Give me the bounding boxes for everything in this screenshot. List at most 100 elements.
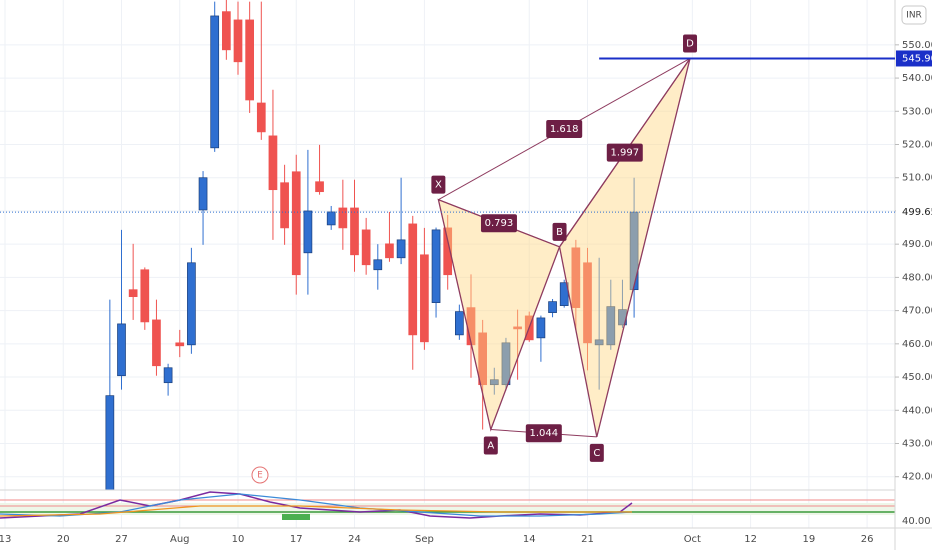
- candle-body: [105, 395, 115, 490]
- ratio-box: [480, 214, 517, 233]
- candle-body: [548, 301, 557, 313]
- candle-body: [187, 262, 196, 346]
- candle-body: [513, 326, 522, 330]
- point-box: [483, 436, 498, 455]
- target-box: [896, 50, 932, 67]
- candle-body: [606, 306, 616, 346]
- candle-body: [350, 207, 359, 256]
- candle-body: [536, 317, 546, 339]
- harmonic-pattern: 0.793 1.044 1.618 1.997 X A B C D: [431, 34, 698, 462]
- x-tick-label: 27: [115, 534, 128, 545]
- y-tick-label: 460.00: [902, 339, 932, 350]
- indicator-pane: 40.00: [0, 489, 932, 529]
- y-tick-label: 520.00: [902, 140, 932, 151]
- ratio-box: [525, 424, 562, 443]
- candle-body: [455, 311, 464, 336]
- x-tick-label: 14: [523, 534, 536, 545]
- indicator-level-label: 40.00: [902, 516, 931, 527]
- point-label: A: [487, 441, 494, 452]
- pattern-triangle: [558, 58, 691, 438]
- currency-box: [901, 5, 927, 25]
- candle-body: [256, 102, 266, 133]
- x-tick-label: 21: [581, 534, 594, 545]
- candle-body: [408, 223, 418, 336]
- candle-body: [361, 229, 371, 266]
- ratio-label: 0.793: [485, 218, 514, 229]
- candle-body: [396, 239, 406, 259]
- candle-body: [280, 182, 289, 229]
- candle-body: [163, 367, 173, 384]
- x-tick-label: 26: [861, 534, 874, 545]
- point-label: C: [593, 448, 600, 459]
- ratio-label: 1.044: [529, 428, 558, 439]
- y-tick-label: 470.00: [902, 306, 932, 317]
- y-tick-label: 540.00: [902, 73, 932, 84]
- candle-body: [338, 207, 348, 229]
- candle-body: [385, 243, 394, 259]
- candle-body: [268, 135, 278, 191]
- x-tick-label: 12: [744, 534, 757, 545]
- candle-body: [583, 262, 592, 344]
- ratio-label: 1.618: [550, 124, 579, 135]
- y-tick-label: 430.00: [902, 438, 932, 449]
- x-tick-label: Aug: [170, 534, 190, 545]
- candle-body: [478, 332, 487, 386]
- candle-body: [431, 229, 441, 303]
- candle-body: [245, 19, 254, 101]
- candle-body: [303, 210, 313, 254]
- point-label: D: [686, 38, 694, 49]
- event-label: E: [257, 471, 263, 481]
- ratio-label: 1.997: [610, 148, 639, 159]
- x-tick-label: 13: [0, 534, 11, 545]
- last-price-box: [896, 204, 932, 221]
- candle-body: [373, 259, 383, 271]
- y-tick-label: 490.00: [902, 239, 932, 250]
- y-tick-label: 550.00: [902, 40, 932, 51]
- candle-body: [291, 171, 301, 276]
- event-circle: [251, 466, 269, 484]
- x-tick-label: 10: [232, 534, 245, 545]
- indicator-curve: [0, 505, 632, 517]
- indicator-marker: [282, 514, 310, 520]
- candle-body: [489, 379, 499, 386]
- point-box: [683, 34, 698, 53]
- candle-body: [152, 319, 161, 367]
- candle-body: [222, 11, 231, 51]
- candles: [105, 0, 639, 490]
- point-box: [552, 222, 567, 241]
- target-label: 545.90: [902, 53, 932, 64]
- indicator-curve: [0, 491, 633, 519]
- candle-body: [117, 323, 126, 377]
- y-tick-label: 530.00: [902, 106, 932, 117]
- candle-body: [210, 15, 220, 149]
- point-label: X: [435, 180, 442, 191]
- x-tick-label: 17: [290, 534, 303, 545]
- y-tick-label: 480.00: [902, 272, 932, 283]
- ratio-box: [546, 120, 583, 139]
- candle-body: [140, 269, 150, 323]
- currency: INR: [906, 11, 922, 21]
- y-tick-label: 420.00: [902, 472, 932, 483]
- x-tick-label: Oct: [684, 534, 701, 545]
- point-label: B: [556, 227, 563, 238]
- x-tick-label: 19: [802, 534, 815, 545]
- candle-body: [128, 289, 138, 298]
- candle-body: [629, 211, 639, 291]
- candle-body: [198, 177, 208, 211]
- candle-body: [315, 181, 324, 193]
- axes: 420.00 430.00 440.00 450.00 460.00 470.00 480.…: [0, 40, 932, 545]
- x-tick-label: 24: [348, 534, 361, 545]
- y-tick-label: 440.00: [902, 405, 932, 416]
- candle-body: [594, 339, 604, 346]
- candle-body: [175, 342, 185, 347]
- candle-body: [420, 254, 429, 343]
- y-tick-label: 510.00: [902, 173, 932, 184]
- ratio-box: [606, 143, 643, 162]
- last-price-label: 499.65: [902, 207, 932, 218]
- candle-body: [571, 247, 581, 308]
- x-tick-label: Sep: [415, 534, 434, 545]
- event-marker: E: [251, 466, 269, 484]
- candle-body: [501, 342, 511, 386]
- point-box: [431, 175, 446, 194]
